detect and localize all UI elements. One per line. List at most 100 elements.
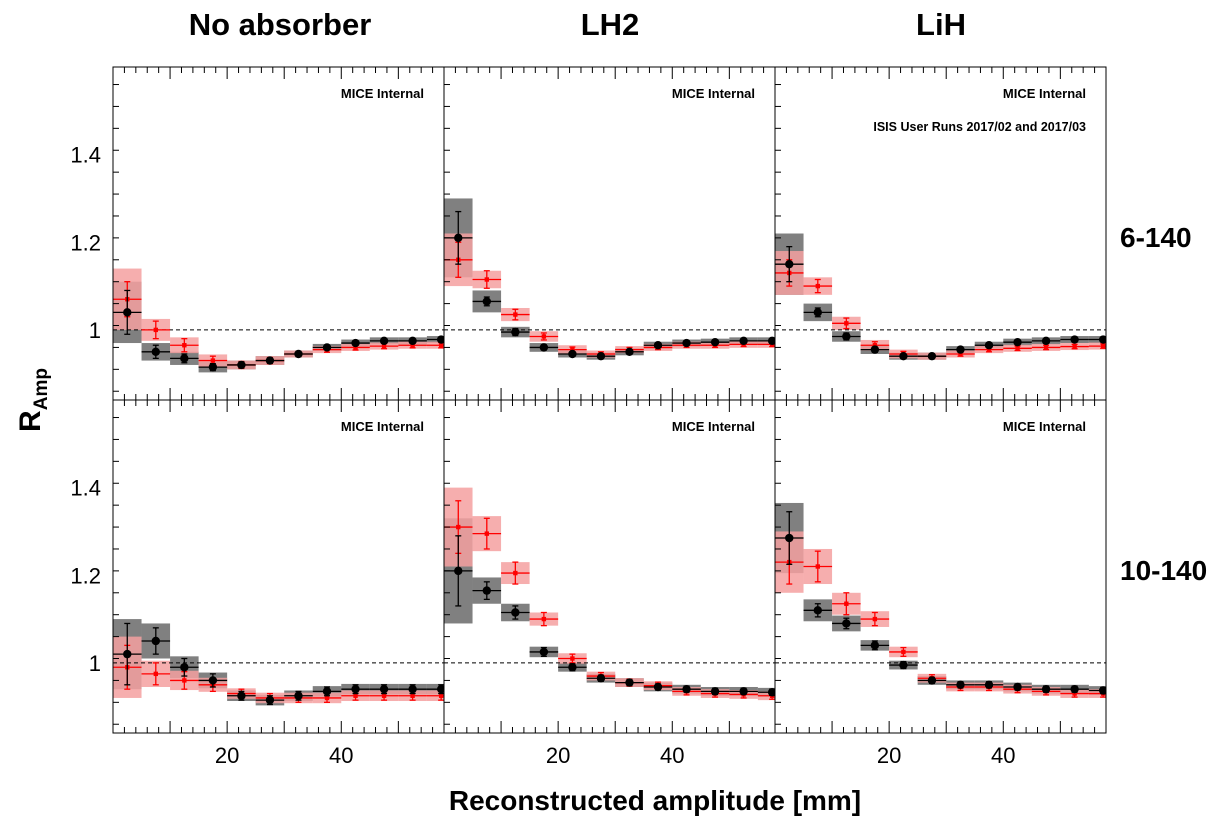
mice-internal-label: MICE Internal [1003, 86, 1086, 101]
red-data-point [803, 550, 833, 583]
y-tick-label: 1.2 [70, 230, 101, 255]
black-data-point [369, 684, 399, 695]
red-data-point [501, 561, 530, 585]
black-data-point [170, 353, 199, 364]
y-tick-label: 1 [89, 318, 101, 343]
black-data-point [398, 336, 427, 346]
black-data-point [426, 684, 444, 695]
black-data-point [426, 335, 444, 344]
red-data-point [529, 332, 559, 341]
y-axis-label: RAmp [14, 368, 52, 432]
y-tick-label: 1 [89, 651, 101, 676]
black-data-point [444, 535, 473, 607]
black-data-point [860, 345, 890, 354]
column-title-lih: LiH [916, 7, 966, 42]
red-data-point [170, 338, 199, 353]
black-data-point [729, 336, 758, 346]
mice-internal-label: MICE Internal [672, 86, 755, 101]
panel-bottom-no-absorber: 1 1.2 1.4 20 40 MICE Internal [70, 399, 445, 768]
black-data-point [729, 687, 758, 696]
black-data-point [860, 640, 890, 651]
panel-frame [774, 399, 1107, 734]
black-data-point [586, 351, 616, 361]
row-title-10-140: 10-140 [1120, 555, 1207, 586]
black-data-point [889, 660, 918, 670]
plot-area [775, 502, 1106, 698]
black-data-point [255, 695, 285, 706]
black-data-point [832, 617, 861, 630]
red-data-point [1060, 343, 1089, 350]
y-tick-label: 1.4 [70, 476, 101, 501]
red-data-point [860, 611, 890, 627]
x-tick-label: 40 [329, 743, 353, 768]
black-data-point [615, 347, 644, 357]
black-data-point [1088, 686, 1106, 695]
black-data-point [586, 674, 616, 683]
red-data-point [803, 278, 833, 294]
black-data-point [917, 676, 947, 685]
black-data-point [832, 332, 861, 341]
black-data-point [284, 349, 313, 359]
panel-top-no-absorber: 1 1.2 1.4 MICE Internal [70, 66, 445, 401]
black-data-point [974, 680, 1004, 690]
black-data-point [1088, 335, 1106, 344]
black-data-point [889, 351, 918, 361]
black-data-point [803, 307, 833, 318]
panel-frame [443, 66, 776, 401]
plot-area [444, 198, 775, 361]
black-data-point [501, 327, 530, 337]
black-data-point [700, 337, 730, 347]
black-data-point [284, 690, 313, 701]
y-tick-label: 1.4 [70, 143, 101, 168]
black-data-point [946, 345, 975, 354]
red-data-point [832, 592, 861, 616]
black-data-point [558, 349, 587, 359]
black-data-point [1060, 684, 1089, 694]
plot-area [113, 619, 444, 706]
red-data-point [141, 320, 171, 340]
black-data-point [141, 344, 171, 360]
black-data-point [803, 603, 833, 618]
panel-top-lih: MICE Internal ISIS User Runs 2017/02 and … [774, 66, 1107, 401]
x-tick-label: 20 [877, 743, 901, 768]
black-data-point [558, 663, 587, 672]
mice-internal-label: MICE Internal [341, 86, 424, 101]
plot-area [775, 233, 1106, 361]
black-data-point [472, 296, 502, 307]
black-data-point [1031, 336, 1061, 346]
black-data-point [398, 684, 427, 695]
black-data-point [170, 657, 199, 677]
black-data-point [643, 682, 673, 692]
red-data-point [141, 662, 171, 686]
black-data-point [529, 343, 559, 352]
x-tick-label: 20 [546, 743, 570, 768]
black-data-point [672, 684, 701, 694]
black-data-point [1003, 682, 1032, 692]
red-data-point [472, 270, 502, 289]
black-data-point [775, 245, 804, 283]
panel-top-lh2: MICE Internal [443, 66, 776, 401]
black-data-point [757, 688, 775, 697]
red-data-point [1003, 345, 1032, 352]
row-title-6-140: 6-140 [1120, 222, 1192, 253]
black-data-point [113, 622, 142, 686]
plot-area [113, 268, 444, 373]
black-data-point [198, 362, 228, 372]
red-data-point [889, 646, 918, 657]
x-tick-label: 20 [215, 743, 239, 768]
panel-bottom-lih: 20 40 MICE Internal [774, 399, 1107, 768]
red-data-point [860, 341, 890, 350]
svg-text:RAmp: RAmp [14, 368, 52, 432]
black-data-point [369, 336, 399, 346]
red-data-point [1031, 344, 1061, 351]
black-data-point [757, 336, 775, 346]
black-data-point [643, 341, 673, 350]
x-axis-label: Reconstructed amplitude [mm] [449, 785, 861, 816]
black-data-point [700, 687, 730, 696]
black-data-point [113, 289, 142, 335]
y-tick-label: 1.2 [70, 563, 101, 588]
black-data-point [312, 686, 342, 697]
x-tick-label: 40 [991, 743, 1015, 768]
